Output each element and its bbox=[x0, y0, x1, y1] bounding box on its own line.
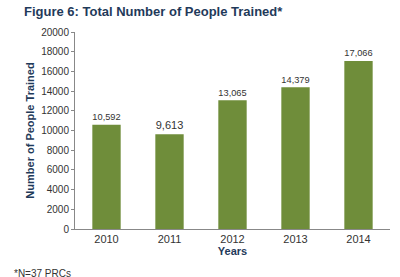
svg-text:*N=37 PRCs: *N=37 PRCs bbox=[14, 268, 71, 277]
svg-text:Years: Years bbox=[218, 245, 247, 257]
svg-text:16000: 16000 bbox=[41, 66, 69, 77]
svg-text:14,379: 14,379 bbox=[281, 75, 309, 85]
svg-text:2010: 2010 bbox=[94, 233, 118, 245]
svg-text:12000: 12000 bbox=[41, 105, 69, 116]
svg-text:2011: 2011 bbox=[158, 233, 182, 245]
svg-text:14000: 14000 bbox=[41, 86, 69, 97]
svg-text:10,592: 10,592 bbox=[92, 112, 120, 122]
svg-text:17,066: 17,066 bbox=[344, 48, 372, 58]
svg-text:9,613: 9,613 bbox=[156, 119, 184, 131]
svg-text:2000: 2000 bbox=[47, 204, 70, 215]
svg-text:0: 0 bbox=[63, 224, 69, 235]
svg-text:Number of People Trained: Number of People Trained bbox=[24, 62, 36, 198]
svg-text:8000: 8000 bbox=[47, 145, 70, 156]
svg-text:Figure 6: Total Number of Peop: Figure 6: Total Number of People Trained… bbox=[24, 4, 283, 19]
svg-text:20000: 20000 bbox=[41, 27, 69, 38]
svg-text:2014: 2014 bbox=[346, 233, 370, 245]
svg-text:18000: 18000 bbox=[41, 46, 69, 57]
svg-text:13,065: 13,065 bbox=[218, 88, 246, 98]
svg-text:6000: 6000 bbox=[47, 164, 70, 175]
svg-text:4000: 4000 bbox=[47, 184, 70, 195]
svg-text:2012: 2012 bbox=[220, 233, 244, 245]
svg-text:10000: 10000 bbox=[41, 125, 69, 136]
svg-text:2013: 2013 bbox=[283, 233, 307, 245]
